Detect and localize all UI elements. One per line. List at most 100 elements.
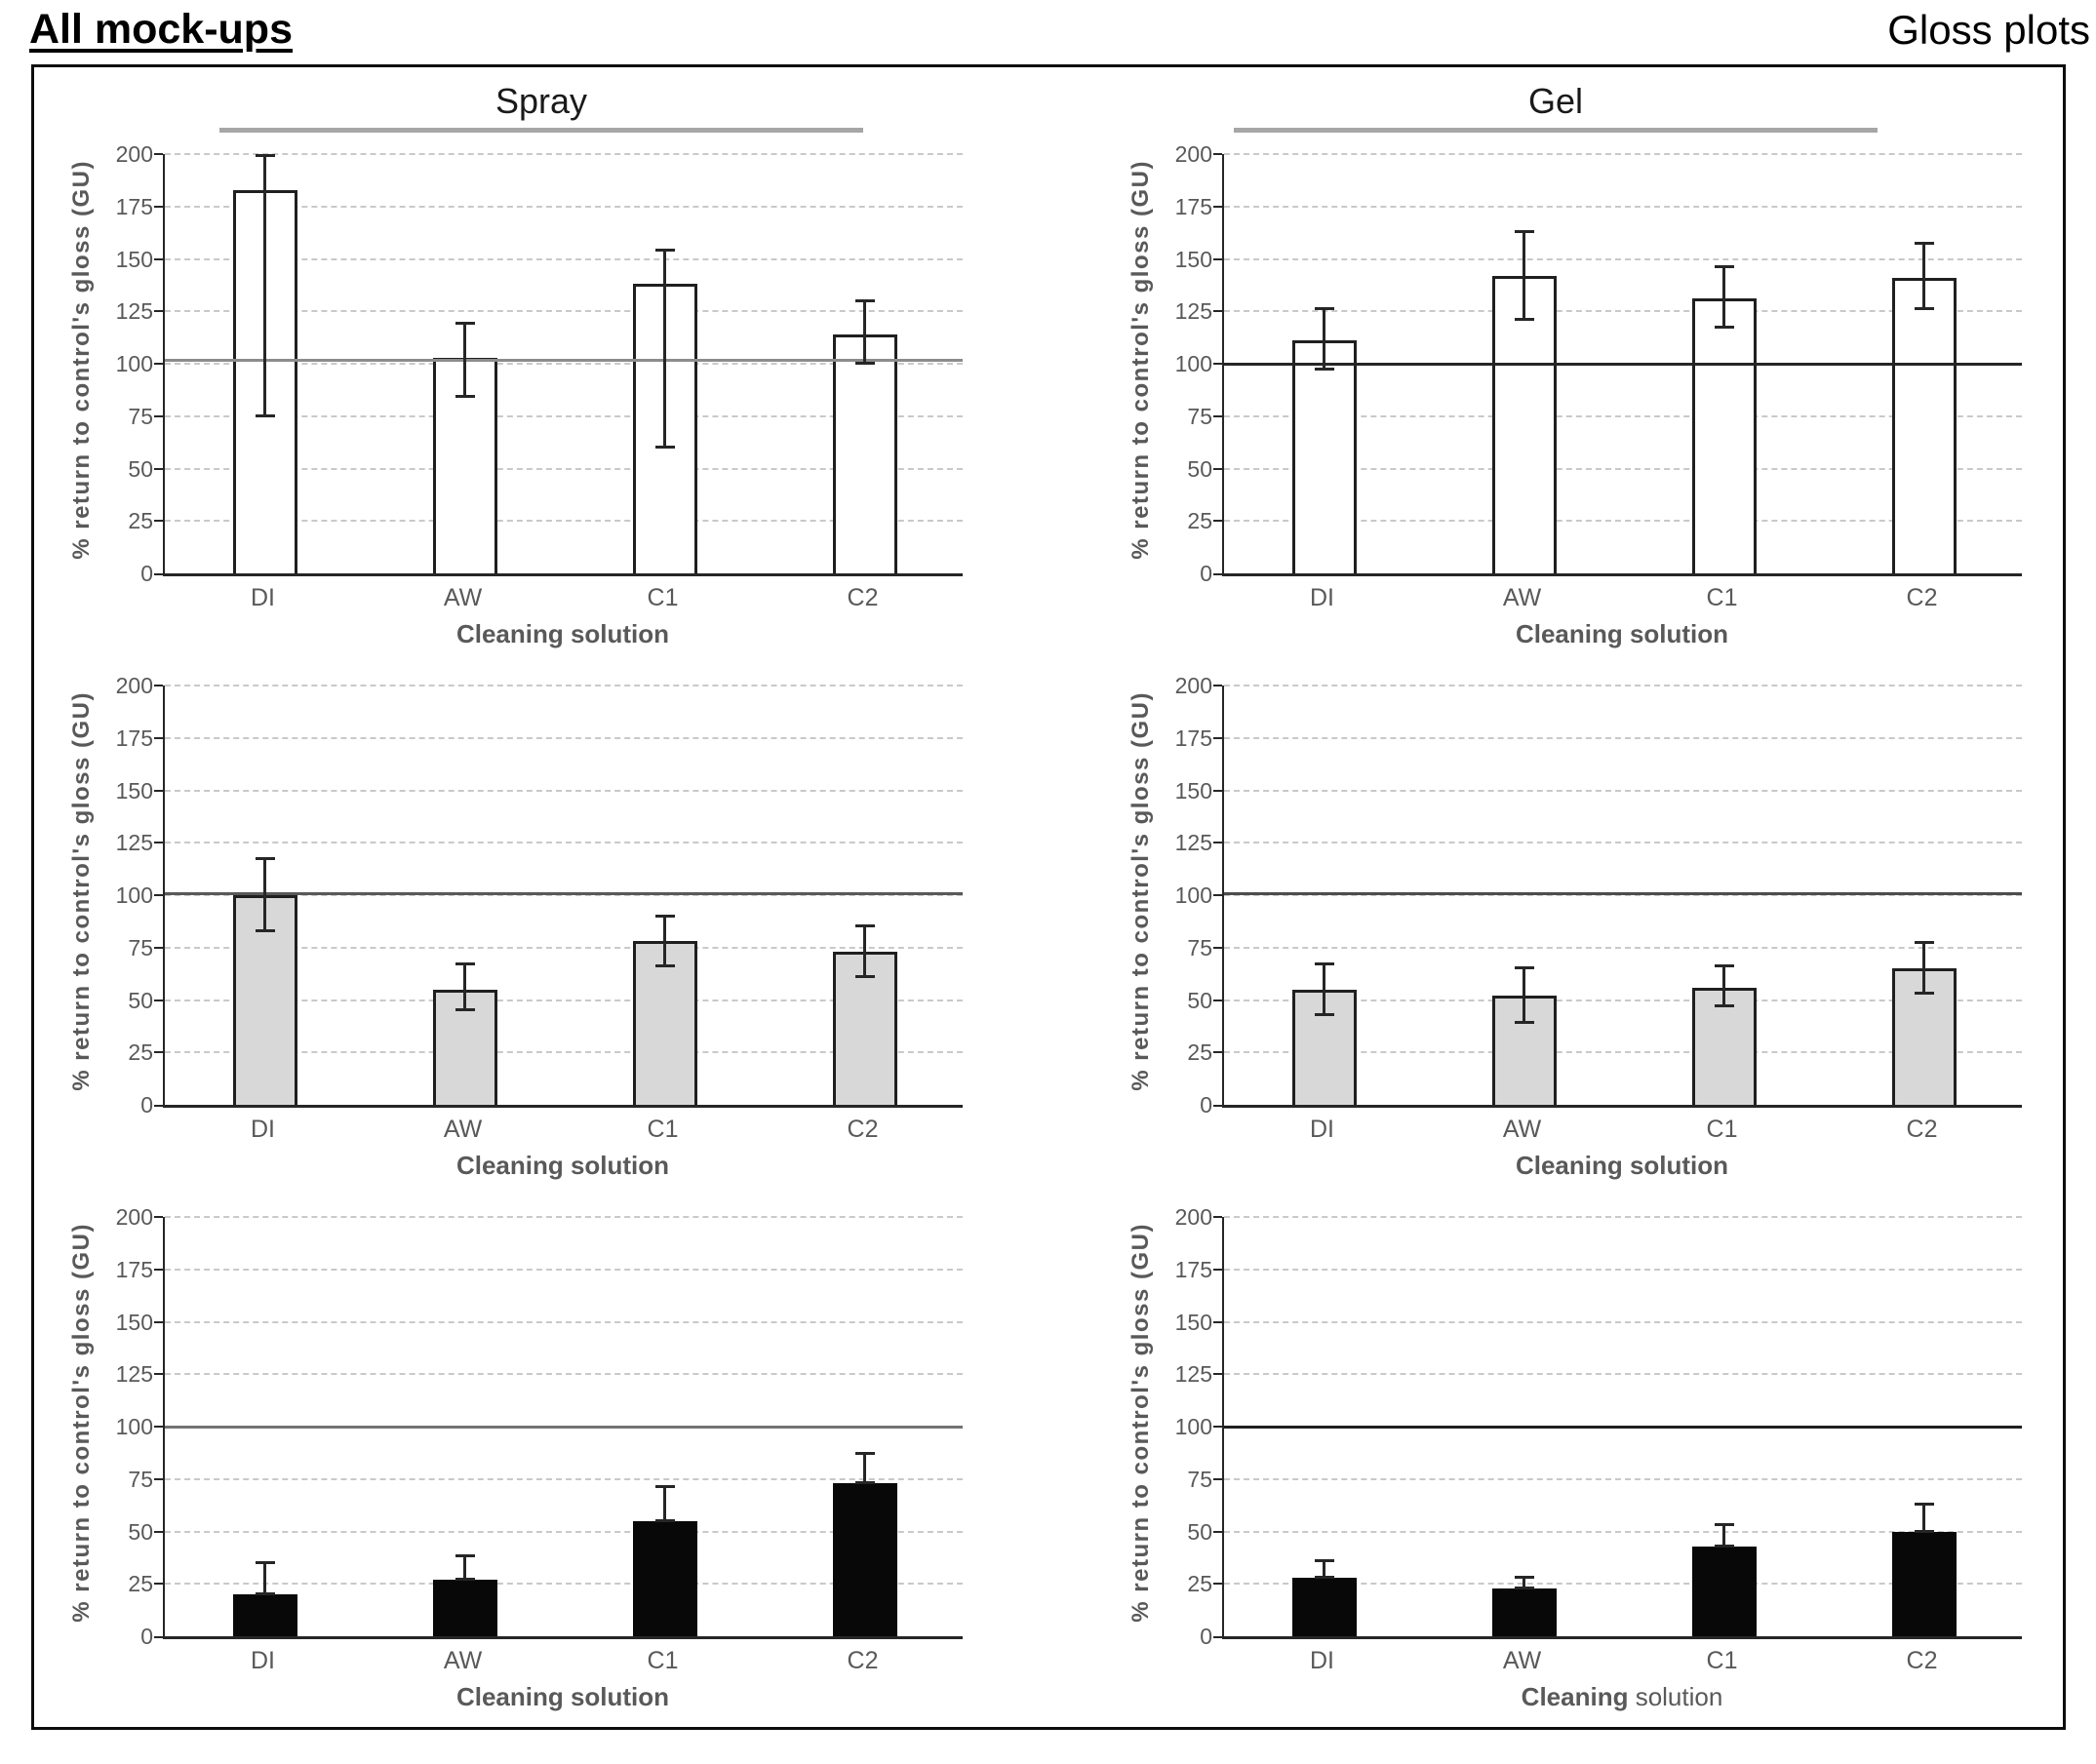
gridline: [1224, 414, 2022, 417]
error-bar-cap-bottom: [1514, 1586, 1534, 1589]
gridline: [165, 842, 963, 844]
y-tick-mark: [1213, 1105, 1222, 1107]
y-axis-title: % return to control's gloss (GU): [63, 1205, 100, 1639]
error-bar-cap-top: [455, 1554, 475, 1558]
y-tick-label: 75: [1187, 403, 1212, 429]
reference-line: [1224, 1426, 2022, 1429]
gridline: [1224, 205, 2022, 208]
error-bar: [1922, 1504, 1925, 1532]
error-bar-cap-bottom: [1714, 1544, 1734, 1548]
reference-line: [165, 358, 963, 362]
y-tick-mark: [1213, 520, 1222, 523]
y-tick-mark: [1213, 205, 1222, 208]
y-axis-title-text: % return to control's gloss (GU): [1127, 159, 1154, 560]
x-axis-title-text: Cleaning solution: [455, 619, 670, 648]
error-bar-cap-bottom: [455, 1577, 475, 1581]
y-tick-label: 25: [128, 1039, 153, 1066]
x-category-label-c2: C2: [847, 584, 879, 611]
y-tick-label: 100: [1174, 882, 1212, 908]
y-tick-label: 200: [1174, 1204, 1212, 1230]
x-category-label-aw: AW: [1502, 584, 1542, 611]
error-bar-cap-bottom: [654, 1518, 675, 1522]
error-bar-cap-bottom: [654, 964, 675, 968]
y-tick-mark: [154, 310, 163, 313]
y-tick-mark: [154, 1268, 163, 1271]
error-bar: [1523, 1577, 1525, 1588]
gridline: [1224, 894, 2022, 896]
spray-underline: [219, 128, 863, 133]
bar-aw: [432, 357, 497, 573]
y-tick-mark: [154, 1320, 163, 1323]
y-tick-label: 175: [115, 193, 153, 219]
y-tick-mark: [154, 414, 163, 417]
y-tick-label: 125: [1174, 298, 1212, 325]
y-tick-mark: [154, 1216, 163, 1218]
y-tick-mark: [1213, 467, 1222, 470]
y-tick-label: 175: [115, 725, 153, 751]
error-bar: [263, 859, 266, 931]
x-category-label-di: DI: [1310, 1647, 1334, 1674]
gridline: [165, 789, 963, 792]
y-tick-label: 25: [128, 1571, 153, 1597]
y-tick-mark: [1213, 310, 1222, 313]
y-tick-label: 175: [1174, 1256, 1212, 1282]
error-bar: [463, 963, 466, 1011]
gridline: [165, 205, 963, 208]
error-bar-cap-top: [1314, 1558, 1334, 1562]
bar-c2: [1891, 1531, 1957, 1636]
bar-c1: [1691, 1546, 1757, 1636]
y-tick-mark: [1213, 257, 1222, 260]
y-tick-label: 150: [115, 777, 153, 804]
column-header-spray-label: Spray: [494, 81, 588, 121]
gridline: [165, 153, 963, 155]
error-bar-cap-bottom: [1714, 1003, 1734, 1007]
y-tick-mark: [1213, 1583, 1222, 1586]
y-tick-label: 0: [1200, 1092, 1212, 1117]
y-tick-label: 75: [1187, 1466, 1212, 1492]
y-tick-mark: [154, 1636, 163, 1638]
y-tick-label: 75: [128, 1466, 153, 1492]
error-bar: [263, 1562, 266, 1594]
y-tick-mark: [1213, 1051, 1222, 1054]
y-tick-mark: [154, 736, 163, 739]
y-tick-mark: [154, 999, 163, 1001]
y-axis-ticks: 0 25 50 75 100 125 150 175 200: [1160, 141, 1222, 586]
x-axis-labels: DI AW C1 C2: [163, 1108, 963, 1149]
bar-di: [1291, 340, 1357, 573]
error-bar-cap-bottom: [1314, 368, 1334, 372]
error-bar: [1922, 244, 1925, 310]
y-tick-label: 200: [115, 141, 153, 167]
plot-area: [1213, 685, 2022, 1108]
x-axis-title-text: Cleaning solution: [455, 1151, 670, 1180]
error-bar: [663, 916, 666, 967]
error-bar: [1323, 963, 1325, 1015]
x-axis-title-text: Cleaning: [1521, 1682, 1629, 1711]
chart-spray-bottom: % return to control's gloss (GU) 0 25 50 75 1…: [63, 1204, 963, 1721]
x-axis-title: Cleaning solution: [163, 1149, 963, 1190]
y-tick-label: 125: [115, 1361, 153, 1388]
x-category-label-c2: C2: [1906, 1116, 1938, 1143]
plot-column: DI AW C1 C2 Cleaning solution: [1213, 674, 2022, 1190]
x-category-label-aw: AW: [443, 1647, 483, 1674]
bar-c1: [632, 941, 697, 1105]
x-category-label-di: DI: [1310, 584, 1334, 611]
y-tick-mark: [1213, 1636, 1222, 1638]
bar-aw: [1491, 1588, 1557, 1636]
bar-c1: [632, 1520, 697, 1636]
y-tick-mark: [154, 573, 163, 575]
error-bar-cap-top: [455, 961, 475, 965]
y-tick-mark: [154, 946, 163, 949]
y-axis-title: % return to control's gloss (GU): [1123, 1205, 1160, 1639]
y-tick-mark: [1213, 1373, 1222, 1376]
bar-aw: [432, 1579, 497, 1636]
column-header-gel: Gel: [1048, 81, 2063, 133]
y-tick-label: 100: [115, 882, 153, 908]
plot-column: DI AW C1 C2 Cleaning solution: [1213, 142, 2022, 658]
y-axis-title: % return to control's gloss (GU): [63, 674, 100, 1108]
charts-grid: % return to control's gloss (GU) 0 25 50 75 1…: [34, 133, 2063, 1721]
plot-area: [154, 685, 963, 1108]
error-bar-cap-bottom: [255, 1592, 275, 1595]
bar-di: [1291, 1577, 1357, 1636]
y-tick-label: 200: [115, 673, 153, 698]
error-bar: [663, 1487, 666, 1521]
